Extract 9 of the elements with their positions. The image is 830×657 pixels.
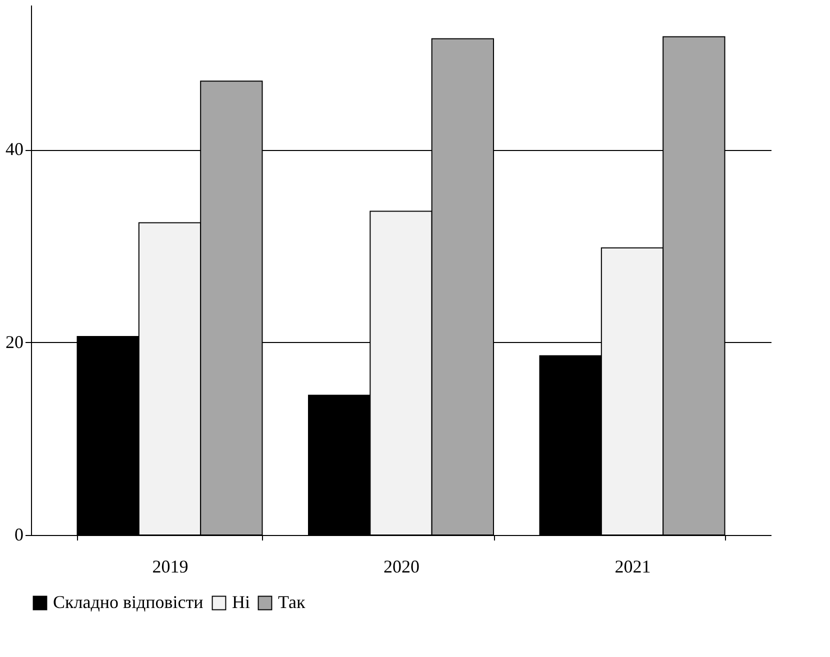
x-tick-label: 2019 [152,556,188,576]
legend-label: Так [278,592,306,612]
y-tick-label: 0 [14,524,24,544]
legend-label: Ні [232,592,250,612]
y-tick-label: 20 [6,332,24,352]
y-tick-label: 40 [6,139,24,160]
legend-label: Складно відповісти [53,592,204,612]
x-tick-label: 2020 [384,556,420,576]
x-tick-label: 2021 [614,556,651,576]
